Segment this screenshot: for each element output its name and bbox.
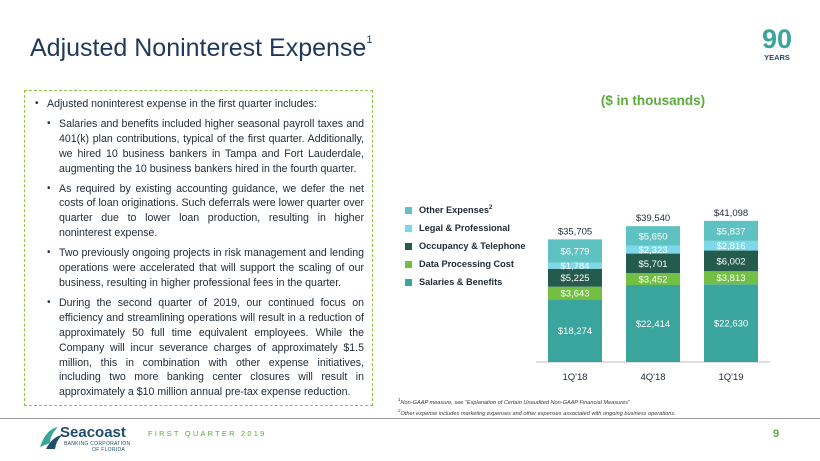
bar-segment-label: $2,323 xyxy=(638,245,667,256)
bullet-text: Salaries and benefits included higher se… xyxy=(59,117,364,175)
bar-segment-label: $5,225 xyxy=(560,273,589,284)
bullet-item: • During the second quarter of 2019, our … xyxy=(35,296,364,400)
bar-segment xyxy=(548,286,602,300)
title-footnote-mark: 1 xyxy=(366,33,373,46)
bar-segment-label: $3,813 xyxy=(716,273,745,284)
bar-segment-label: $5,701 xyxy=(638,259,667,270)
bar-segment xyxy=(548,268,602,287)
bar-segment-label: $3,643 xyxy=(560,288,589,299)
bar-segment-label: $1,784 xyxy=(560,261,589,272)
stacked-bar-chart: $18,274 $3,643 $5,225$1,784 $6,779 $35,705 1Q… xyxy=(536,208,770,383)
bullet-panel: • Adjusted noninterest expense in the fir… xyxy=(24,90,373,406)
legend-label: Salaries & Benefits xyxy=(419,277,502,287)
footnote: 2Other expense includes marketing expens… xyxy=(398,407,676,418)
page-title: Adjusted Noninterest Expense1 xyxy=(30,34,372,63)
bar-segment xyxy=(704,240,758,251)
bullet-text: Two previously ongoing projects in risk … xyxy=(59,247,364,289)
footer-quarter: FIRST QUARTER 2019 xyxy=(148,429,267,438)
anniversary-logo: 90 YEARS xyxy=(762,24,792,62)
legend-label-text: Legal & Professional xyxy=(419,223,510,233)
brand-name: Seacoast xyxy=(60,424,126,441)
bar-segment-label: $22,414 xyxy=(636,319,670,330)
bullet-text: During the second quarter of 2019, our c… xyxy=(59,296,364,399)
legend-label: Occupancy & Telephone xyxy=(419,241,526,251)
bullet-item: • Salaries and benefits included higher s… xyxy=(35,117,364,177)
x-tick-label: 1Q'19 xyxy=(718,372,743,383)
bullet-dot: • xyxy=(47,182,51,194)
seacoast-logo-icon xyxy=(40,427,62,449)
bar-total-label: $41,098 xyxy=(714,208,748,219)
bar-segment xyxy=(548,262,602,269)
bullet-item: • Two previously ongoing projects in risk… xyxy=(35,246,364,291)
footnote-mark: 2 xyxy=(398,407,401,413)
page-title-text: Adjusted Noninterest Expense xyxy=(30,34,367,62)
legend-label-text: Salaries & Benefits xyxy=(419,277,503,287)
legend-swatch xyxy=(405,279,412,286)
bullet-item: • Adjusted noninterest expense in the fir… xyxy=(35,97,364,112)
logo-years: YEARS xyxy=(764,53,790,62)
legend-label-text: Data Processing Cost xyxy=(419,259,514,269)
legend-swatch xyxy=(405,207,412,214)
bar-segment xyxy=(626,273,680,286)
bar-segment xyxy=(626,226,680,246)
bullet-dot: • xyxy=(47,117,51,129)
footer-divider xyxy=(0,418,820,419)
legend-swatch xyxy=(405,225,412,232)
bar-total-label: $39,540 xyxy=(636,213,670,224)
legend-swatch xyxy=(405,261,412,268)
logo-number: 90 xyxy=(762,24,792,54)
chart-unit-label: ($ in thousands) xyxy=(600,93,706,108)
legend-footnote-mark: 2 xyxy=(488,205,493,211)
bar-segment xyxy=(626,253,680,274)
bar-total-label: $35,705 xyxy=(558,226,592,237)
bullet-dot: • xyxy=(47,247,51,259)
bar-segment-label: $5,837 xyxy=(716,226,745,237)
bullet-text: As required by existing accounting guida… xyxy=(59,182,365,240)
bullet-text: Adjusted noninterest expense in the firs… xyxy=(47,98,317,110)
bullet-item: • As required by existing accounting guid… xyxy=(35,182,364,242)
bar-segment xyxy=(548,239,602,263)
bullet-dot: • xyxy=(35,98,39,109)
bar-segment xyxy=(704,220,758,241)
bar-segment xyxy=(704,271,758,285)
footnote-text: Non-GAAP measure, see “Explanation of Ce… xyxy=(400,399,630,406)
page-number: 9 xyxy=(773,428,780,440)
x-tick-label: 4Q'18 xyxy=(640,372,665,383)
x-tick-label: 1Q'18 xyxy=(562,372,587,383)
legend-label-text: Occupancy & Telephone xyxy=(419,241,526,251)
bar-segment-label: $5,650 xyxy=(638,231,667,242)
legend-label-text: Other Expenses xyxy=(419,205,489,216)
bar-segment xyxy=(548,299,602,362)
bar-segment-label: $2,816 xyxy=(716,241,745,252)
brand-subtitle-2: OF FLORIDA xyxy=(92,447,126,453)
bullet-dot: • xyxy=(47,296,51,308)
brand-subtitle: BANKING CORPORATION xyxy=(64,441,131,447)
bar-segment xyxy=(704,284,758,362)
bullet-list: • Adjusted noninterest expense in the fir… xyxy=(35,97,364,400)
bar-segment xyxy=(626,245,680,254)
legend-label: Other Expenses2 xyxy=(419,205,492,215)
legend-label: Legal & Professional xyxy=(419,223,510,233)
bar-segment-label: $18,274 xyxy=(558,326,592,337)
footnotes: 1Non-GAAP measure, see “Explanation of C… xyxy=(398,396,676,418)
footnote-text: Other expense includes marketing expense… xyxy=(400,410,676,417)
legend-label: Data Processing Cost xyxy=(419,259,514,269)
footnote-mark: 1 xyxy=(398,397,401,402)
bar-segment-label: $6,002 xyxy=(716,256,745,267)
bar-segment-label: $6,779 xyxy=(560,246,589,257)
legend-swatch xyxy=(405,243,412,250)
bar-segment xyxy=(626,285,680,362)
bar-segment-label: $22,630 xyxy=(714,319,748,330)
footnote: 1Non-GAAP measure, see “Explanation of C… xyxy=(398,396,676,407)
bar-segment xyxy=(704,250,758,272)
bar-segment-label: $3,452 xyxy=(638,275,667,286)
